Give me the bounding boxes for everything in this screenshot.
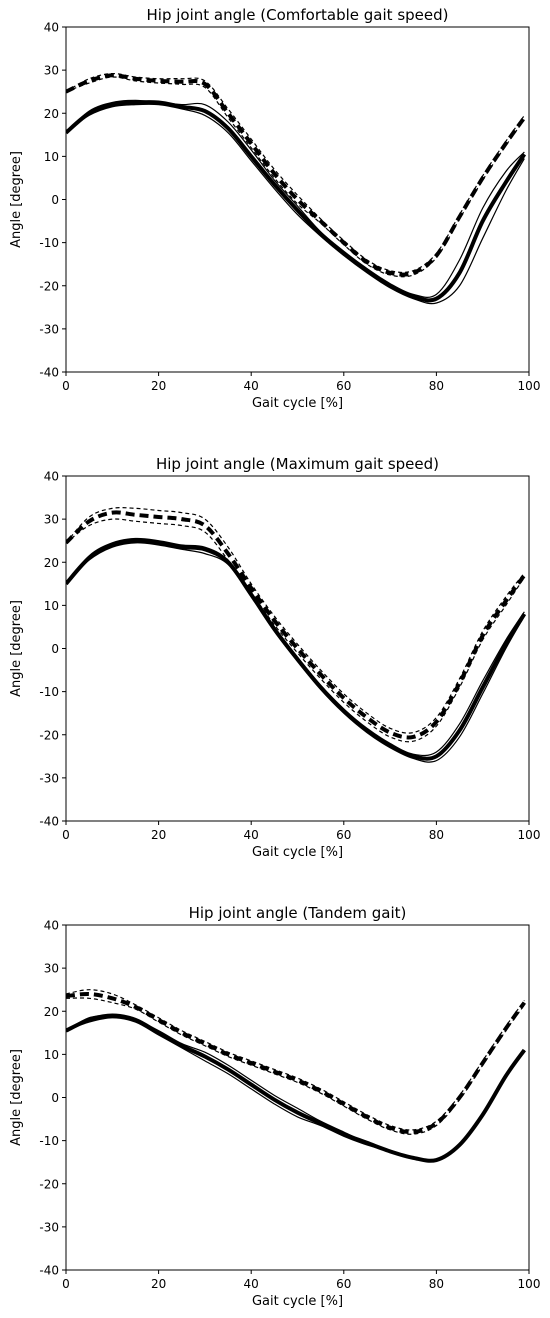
chart-panel-1: Hip joint angle (Comfortable gait speed)… (9, 6, 540, 411)
y-tick-label: 20 (44, 1005, 59, 1019)
y-tick-label: -30 (39, 1220, 59, 1234)
y-tick-label: 40 (44, 470, 59, 484)
x-tick-label: 60 (336, 828, 351, 842)
x-tick-label: 20 (151, 379, 166, 393)
x-tick-label: 20 (151, 828, 166, 842)
y-tick-label: 20 (44, 556, 59, 570)
series-line-solid-thin-6 (66, 542, 525, 763)
chart-title: Hip joint angle (Comfortable gait speed) (147, 6, 449, 24)
x-tick-label: 40 (244, 379, 259, 393)
series-line-dashed-thin-2 (66, 507, 525, 734)
y-tick-label: -40 (39, 366, 59, 380)
series-line-dashed-thick-1 (66, 510, 526, 740)
series-group (66, 72, 527, 305)
y-tick-label: 30 (44, 64, 59, 78)
x-tick-label: 40 (244, 828, 259, 842)
y-tick-label: 0 (51, 642, 59, 656)
y-tick-label: -10 (39, 1134, 59, 1148)
x-axis-label: Gait cycle [%] (252, 845, 343, 860)
chart-panel-3: Hip joint angle (Tandem gait) 0 20 40 60 80 10… (9, 904, 540, 1309)
y-tick-label: 0 (51, 1091, 59, 1105)
y-tick-label: 10 (44, 150, 59, 164)
x-tick-label: 60 (336, 379, 351, 393)
y-axis-label: Angle [degree] (9, 1049, 24, 1146)
x-tick-label: 100 (518, 1277, 541, 1291)
series-line-dashed-thin-3 (66, 518, 525, 743)
x-tick-label: 80 (429, 1277, 444, 1291)
y-tick-label: -40 (39, 1264, 59, 1278)
chart-panel-2: Hip joint angle (Maximum gait speed) 0 20 4… (9, 455, 540, 860)
x-axis-label: Gait cycle [%] (252, 1294, 343, 1309)
y-tick-label: -40 (39, 815, 59, 829)
y-tick-label: -20 (39, 279, 59, 293)
series-line-solid-thick-4 (66, 100, 527, 303)
axes-frame (65, 475, 530, 822)
y-tick-label: 10 (44, 1048, 59, 1062)
series-line-solid-thick-4 (66, 538, 527, 761)
y-axis-label: Angle [degree] (9, 600, 24, 697)
y-tick-label: -10 (39, 236, 59, 250)
y-axis-label: Angle [degree] (9, 151, 24, 248)
y-tick-label: 10 (44, 599, 59, 613)
series-line-solid-thick-4 (66, 1013, 526, 1163)
series-line-solid-thin-5 (66, 537, 525, 757)
x-tick-label: 100 (518, 379, 541, 393)
y-tick-label: 30 (44, 962, 59, 976)
x-tick-label: 80 (429, 828, 444, 842)
x-tick-label: 60 (336, 1277, 351, 1291)
x-tick-label: 0 (62, 379, 70, 393)
series-line-solid-thin-6 (66, 103, 525, 305)
series-line-solid-thin-5 (66, 1014, 525, 1162)
y-tick-label: -20 (39, 728, 59, 742)
x-tick-label: 100 (518, 828, 541, 842)
x-tick-label: 0 (62, 828, 70, 842)
series-group (66, 989, 526, 1163)
y-tick-label: 0 (51, 193, 59, 207)
series-group (66, 507, 527, 763)
x-tick-label: 80 (429, 379, 444, 393)
y-tick-label: 30 (44, 513, 59, 527)
series-line-dashed-thin-2 (66, 72, 525, 274)
x-axis-label: Gait cycle [%] (252, 396, 343, 411)
y-tick-label: -20 (39, 1177, 59, 1191)
series-line-dashed-thin-3 (66, 76, 525, 278)
series-line-solid-thin-6 (66, 1017, 525, 1162)
series-line-solid-thin-5 (66, 99, 525, 298)
series-line-dashed-thin-3 (66, 997, 525, 1135)
y-tick-label: 20 (44, 107, 59, 121)
x-tick-label: 40 (244, 1277, 259, 1291)
chart-title: Hip joint angle (Tandem gait) (189, 904, 407, 922)
x-tick-label: 20 (151, 1277, 166, 1291)
y-tick-label: 40 (44, 21, 59, 35)
y-tick-label: 40 (44, 919, 59, 933)
series-line-dashed-thick-1 (66, 991, 526, 1135)
y-tick-label: -10 (39, 685, 59, 699)
chart-title: Hip joint angle (Maximum gait speed) (156, 455, 439, 473)
x-tick-label: 0 (62, 1277, 70, 1291)
series-line-dashed-thin-2 (66, 989, 525, 1131)
series-line-dashed-thick-1 (66, 73, 526, 277)
y-tick-label: -30 (39, 771, 59, 785)
y-tick-label: -30 (39, 322, 59, 336)
